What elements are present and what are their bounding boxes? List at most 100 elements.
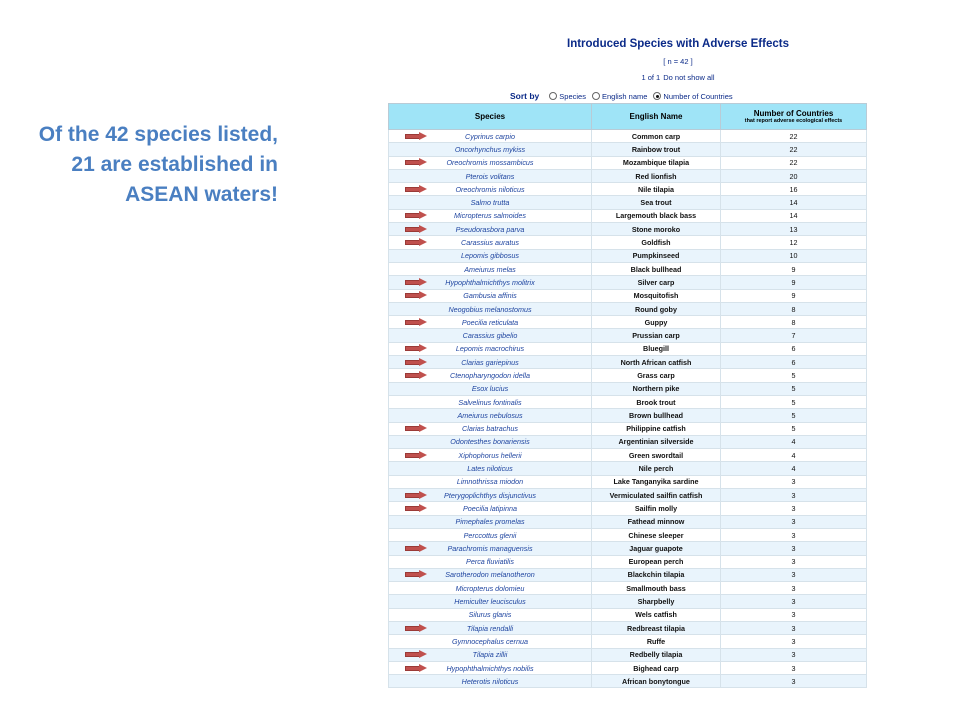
cell-english-name: Brook trout <box>591 394 721 410</box>
species-link[interactable]: Odontesthes bonariensis <box>450 437 530 447</box>
table-row: Cyprinus carpio Common carp 22 <box>388 128 867 144</box>
species-link[interactable]: Oreochromis niloticus <box>455 184 525 194</box>
species-link[interactable]: Gambusia affinis <box>463 291 517 301</box>
species-link[interactable]: Carassius auratus <box>461 238 519 248</box>
species-link[interactable]: Perca fluviatilis <box>466 557 514 567</box>
sort-radio-countries[interactable] <box>653 92 662 100</box>
table-row: Pimephales promelas Fathead minnow 3 <box>388 514 867 529</box>
cell-species: Carassius gibelio <box>388 328 592 343</box>
sort-option-english[interactable]: English name <box>601 91 648 101</box>
cell-country-count: 8 <box>720 315 867 330</box>
species-link[interactable]: Lepomis gibbosus <box>461 251 519 261</box>
table-row: Perca fluviatilis European perch 3 <box>388 554 867 569</box>
cell-english-name: Blackchin tilapia <box>591 567 721 583</box>
species-link[interactable]: Pterois volitans <box>465 171 515 181</box>
cell-english-name: Sea trout <box>591 195 721 210</box>
species-link[interactable]: Tilapia rendalli <box>466 623 514 633</box>
species-link[interactable]: Hypophthalmichthys molitrix <box>445 277 535 287</box>
cell-english-name: Wels catfish <box>591 607 721 622</box>
species-link[interactable]: Pimephales promelas <box>455 517 525 527</box>
species-link[interactable]: Limnothrissa miodon <box>456 477 524 487</box>
cell-species: Hemiculter leucisculus <box>388 594 592 609</box>
species-link[interactable]: Silurus glanis <box>468 610 512 620</box>
species-link[interactable]: Carassius gibelio <box>462 331 518 341</box>
cell-species: Perccottus glenii <box>388 527 592 543</box>
species-link[interactable]: Salvelinus fontinalis <box>458 397 522 407</box>
sort-option-countries[interactable]: Number of Countries <box>663 91 733 101</box>
species-link[interactable]: Pterygoplichthys disjunctivus <box>444 490 536 500</box>
species-link[interactable]: Oncorhynchus mykiss <box>454 144 526 154</box>
table-row: Pterois volitans Red lionfish 20 <box>388 168 867 184</box>
table-row: Lates niloticus Nile perch 4 <box>388 461 867 476</box>
species-link[interactable]: Neogobius melanostomus <box>448 304 532 314</box>
species-link[interactable]: Clarias gariepinus <box>461 357 519 367</box>
cell-english-name: Red lionfish <box>591 168 721 184</box>
callout-text: Of the 42 species listed, 21 are establi… <box>38 123 278 206</box>
col-header-species[interactable]: Species <box>388 103 592 130</box>
col-header-english[interactable]: English Name <box>591 103 721 130</box>
species-link[interactable]: Clarias batrachus <box>462 424 518 434</box>
table-row: Oreochromis mossambicus Mozambique tilapi… <box>388 155 867 170</box>
species-link[interactable]: Tilapia zillii <box>472 650 508 660</box>
species-link[interactable]: Sarotherodon melanotheron <box>445 570 535 580</box>
arrow-right-icon <box>405 370 427 380</box>
cell-country-count: 20 <box>720 168 867 184</box>
cell-species: Clarias batrachus <box>388 421 592 436</box>
cell-country-count: 3 <box>720 620 867 636</box>
species-link[interactable]: Xiphophorus hellerii <box>458 450 522 460</box>
cell-country-count: 6 <box>720 355 867 370</box>
cell-species: Oncorhynchus mykiss <box>388 142 592 157</box>
species-link[interactable]: Perccottus glenii <box>463 530 517 540</box>
species-link[interactable]: Ameiurus melas <box>464 264 516 274</box>
cell-country-count: 22 <box>720 155 867 170</box>
page-indicator: 1 of 1 <box>641 73 661 82</box>
species-link[interactable]: Poecilia latipinna <box>463 503 517 513</box>
species-link[interactable]: Ctenopharyngodon idella <box>450 370 530 380</box>
cell-species: Lepomis macrochirus <box>388 341 592 357</box>
species-link[interactable]: Micropterus salmoides <box>454 211 526 221</box>
sort-radio-english[interactable] <box>591 92 600 100</box>
cell-english-name: European perch <box>591 554 721 569</box>
species-link[interactable]: Hemiculter leucisculus <box>454 597 526 607</box>
cell-english-name: Rainbow trout <box>591 142 721 157</box>
species-link[interactable]: Esox lucius <box>471 384 509 394</box>
table-row: Hemiculter leucisculus Sharpbelly 3 <box>388 594 867 609</box>
arrow-right-icon <box>405 277 427 287</box>
cell-country-count: 4 <box>720 448 867 463</box>
species-link[interactable]: Gymnocephalus cernua <box>452 636 528 646</box>
arrow-right-icon <box>405 131 427 141</box>
cell-species: Xiphophorus hellerii <box>388 448 592 463</box>
table-row: Pterygoplichthys disjunctivus Vermiculate… <box>388 488 867 503</box>
cell-english-name: Pumpkinseed <box>591 248 721 263</box>
cell-country-count: 8 <box>720 301 867 317</box>
table-row: Perccottus glenii Chinese sleeper 3 <box>388 527 867 543</box>
sort-radio-species[interactable] <box>549 92 558 100</box>
sort-option-species[interactable]: Species <box>559 91 586 101</box>
species-link[interactable]: Oreochromis mossambicus <box>446 158 534 168</box>
cell-english-name: Chinese sleeper <box>591 527 721 543</box>
arrow-right-icon <box>405 291 427 300</box>
species-link[interactable]: Micropterus dolomieu <box>455 583 525 593</box>
species-link[interactable]: Lates niloticus <box>467 464 513 474</box>
species-link[interactable]: Lepomis macrochirus <box>455 344 525 354</box>
species-link[interactable]: Poecilia reticulata <box>461 317 519 327</box>
species-link[interactable]: Salmo trutta <box>470 198 510 208</box>
cell-country-count: 3 <box>720 488 867 503</box>
cell-country-count: 9 <box>720 261 867 277</box>
cell-species: Lates niloticus <box>388 461 592 476</box>
species-link[interactable]: Cyprinus carpio <box>465 131 515 141</box>
species-link[interactable]: Pseudorasbora parva <box>455 224 525 234</box>
cell-country-count: 10 <box>720 248 867 263</box>
species-link[interactable]: Heterotis niloticus <box>461 676 519 686</box>
arrow-right-icon <box>405 570 427 579</box>
table-row: Micropterus dolomieu Smallmouth bass 3 <box>388 581 867 596</box>
cell-english-name: Northern pike <box>591 381 721 396</box>
show-all-link[interactable]: Do not show all <box>663 73 715 82</box>
species-link[interactable]: Parachromis managuensis <box>447 543 533 553</box>
cell-species: Micropterus dolomieu <box>388 581 592 596</box>
species-link[interactable]: Ameiurus nebulosus <box>457 410 523 420</box>
cell-english-name: Sharpbelly <box>591 594 721 609</box>
col-header-countries[interactable]: Number of Countries that report adverse e… <box>720 103 867 130</box>
species-link[interactable]: Hypophthalmichthys nobilis <box>446 663 534 673</box>
cell-species: Ameiurus nebulosus <box>388 408 592 423</box>
